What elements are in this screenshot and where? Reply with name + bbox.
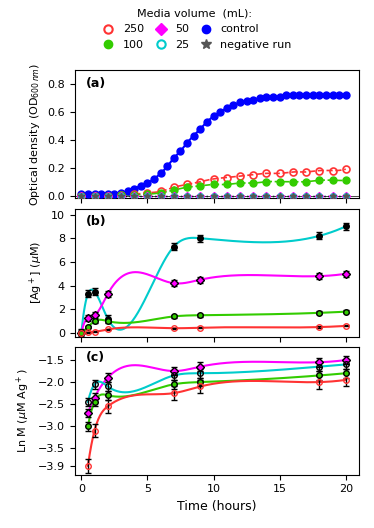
Y-axis label: [Ag$^+$] ($\mu$M): [Ag$^+$] ($\mu$M)	[28, 241, 45, 304]
Y-axis label: Optical density (OD$_{600\,nm}$): Optical density (OD$_{600\,nm}$)	[28, 63, 42, 206]
Legend: 250, 100, 50, 25, control, negative run: 250, 100, 50, 25, control, negative run	[94, 6, 295, 53]
Y-axis label: Ln M ($\mu$M Ag$^+$): Ln M ($\mu$M Ag$^+$)	[15, 369, 32, 453]
Text: (b): (b)	[86, 215, 107, 228]
X-axis label: Time (hours): Time (hours)	[177, 500, 257, 513]
Text: (a): (a)	[86, 77, 106, 90]
Text: (c): (c)	[86, 351, 105, 364]
